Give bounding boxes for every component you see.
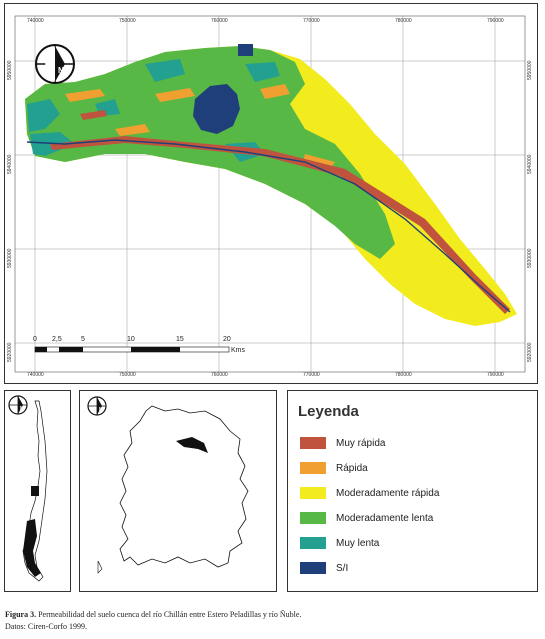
x-tick-top: 790000 bbox=[487, 18, 504, 24]
locator-chile-canvas bbox=[8, 395, 48, 582]
x-tick-bottom: 790000 bbox=[487, 372, 504, 378]
x-tick-top: 750000 bbox=[119, 18, 136, 24]
region-study-area bbox=[176, 437, 208, 453]
legend-label: Rápida bbox=[336, 462, 368, 474]
y-tick-left: 5950000 bbox=[7, 60, 13, 80]
region-coast-fragment bbox=[97, 560, 103, 574]
legend-label: Moderadamente lenta bbox=[336, 512, 434, 524]
x-tick-bottom: 760000 bbox=[211, 372, 228, 378]
legend-swatch bbox=[300, 537, 326, 549]
caption-line: Figura 3. Permeabilidad del suelo cuenca… bbox=[5, 609, 301, 621]
main-north-arrow bbox=[35, 44, 75, 84]
locator-chile-north-arrow bbox=[8, 395, 28, 415]
locator-region-north-arrow bbox=[87, 396, 107, 416]
legend-panel: Leyenda Muy rápida Rápida Moderadamente … bbox=[287, 390, 538, 592]
legend-label: S/I bbox=[336, 562, 349, 574]
x-tick-top: 740000 bbox=[27, 18, 44, 24]
legend-title: Leyenda bbox=[298, 403, 359, 420]
legend-swatch bbox=[300, 462, 326, 474]
scale-unit-label: Kms bbox=[231, 347, 245, 354]
caption-source: Datos: Ciren-Corfo 1999. bbox=[5, 622, 87, 631]
scale-tick-label: 5 bbox=[81, 336, 85, 343]
y-tick-left: 5920000 bbox=[7, 342, 13, 362]
y-tick-right: 5930000 bbox=[527, 248, 533, 268]
x-tick-top: 770000 bbox=[303, 18, 320, 24]
scale-tick-label: 20 bbox=[223, 336, 231, 343]
legend-swatch bbox=[300, 512, 326, 524]
legend-item: Rápida bbox=[300, 462, 368, 474]
caption-text: Permeabilidad del suelo cuenca del río C… bbox=[38, 610, 302, 619]
basin-green-zone bbox=[25, 46, 395, 259]
map-neatline bbox=[14, 15, 526, 373]
y-tick-right: 5920000 bbox=[527, 342, 533, 362]
legend-item: S/I bbox=[300, 562, 348, 574]
legend-item: Moderadamente rápida bbox=[300, 487, 439, 499]
legend-item: Moderadamente lenta bbox=[300, 512, 433, 524]
x-tick-bottom: 740000 bbox=[27, 372, 44, 378]
legend-label: Muy rápida bbox=[336, 437, 386, 449]
scale-tick-label: 2,5 bbox=[52, 336, 62, 343]
locator-chile-map: N bbox=[4, 390, 71, 592]
x-tick-bottom: 780000 bbox=[395, 372, 412, 378]
basin-orange-patches bbox=[65, 84, 335, 169]
basin-urban-area bbox=[193, 84, 240, 134]
locator-region-map: N bbox=[79, 390, 277, 592]
chile-study-region bbox=[31, 486, 39, 496]
legend-item: Muy lenta bbox=[300, 537, 379, 549]
locator-region-canvas bbox=[87, 396, 249, 574]
legend-swatch bbox=[300, 437, 326, 449]
x-tick-top: 780000 bbox=[395, 18, 412, 24]
figure-caption: Figura 3. Permeabilidad del suelo cuenca… bbox=[5, 609, 301, 633]
main-north-letter: N bbox=[58, 66, 64, 75]
legend-swatch bbox=[300, 487, 326, 499]
x-tick-bottom: 750000 bbox=[119, 372, 136, 378]
x-tick-bottom: 770000 bbox=[303, 372, 320, 378]
scale-tick-label: 15 bbox=[176, 336, 184, 343]
basin-dark-patch bbox=[238, 44, 253, 56]
y-tick-right: 5940000 bbox=[527, 154, 533, 174]
scale-tick-label: 0 bbox=[33, 336, 37, 343]
locator-chile-north-letter: N bbox=[20, 406, 24, 412]
region-outline bbox=[119, 405, 249, 568]
legend-label: Muy lenta bbox=[336, 537, 380, 549]
chile-outline bbox=[22, 400, 48, 582]
main-map: 740000 750000 760000 770000 780000 79000… bbox=[4, 3, 538, 384]
legend-item: Muy rápida bbox=[300, 437, 385, 449]
scale-bar bbox=[34, 346, 230, 353]
y-tick-left: 5930000 bbox=[7, 248, 13, 268]
locator-region-north-letter: N bbox=[99, 407, 103, 413]
y-tick-left: 5940000 bbox=[7, 154, 13, 174]
legend-swatch bbox=[300, 562, 326, 574]
legend-label: Moderadamente rápida bbox=[336, 487, 440, 499]
x-tick-top: 760000 bbox=[211, 18, 228, 24]
main-map-canvas bbox=[14, 15, 526, 373]
y-tick-right: 5950000 bbox=[527, 60, 533, 80]
scale-tick-label: 10 bbox=[127, 336, 135, 343]
caption-figure-label: Figura 3. bbox=[5, 610, 37, 619]
chile-south-fill bbox=[23, 519, 41, 577]
river-line bbox=[26, 139, 511, 313]
